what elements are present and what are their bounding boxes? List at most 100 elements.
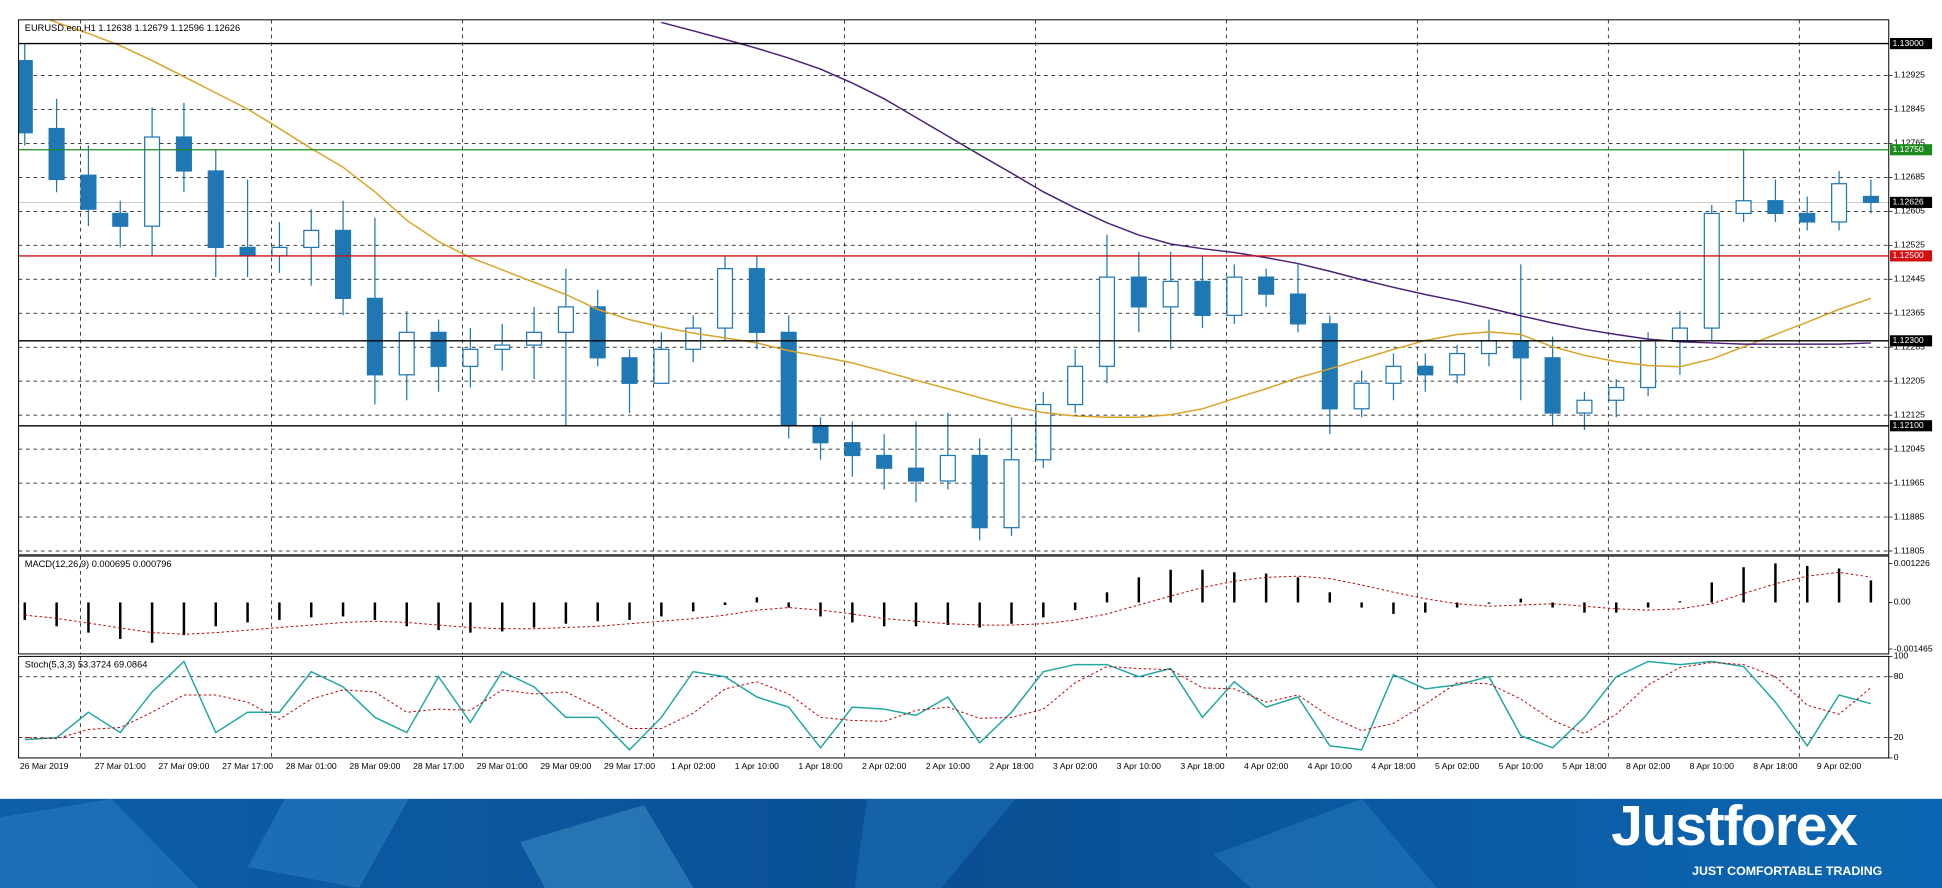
candle-body: [621, 357, 638, 384]
macd-bar: [1296, 577, 1300, 603]
candle-body: [812, 425, 829, 444]
candle-body: [1321, 323, 1338, 410]
candle-body: [748, 268, 765, 333]
x-tick-label: 5 Apr 18:00: [1562, 761, 1606, 771]
panel: [18, 19, 1889, 555]
macd-bar: [1264, 573, 1268, 603]
macd-bar: [1360, 602, 1363, 608]
macd-bar: [1869, 580, 1873, 603]
y-tick-label: 0.00: [1894, 597, 1911, 607]
level-label: 1.13000: [1892, 38, 1923, 48]
candle-body: [366, 297, 383, 376]
candle-body: [1862, 195, 1879, 204]
x-tick-label: 2 Apr 10:00: [926, 761, 970, 771]
macd-bar: [851, 602, 854, 623]
x-tick-label: 27 Mar 01:00: [95, 761, 146, 771]
macd-bar: [1010, 602, 1013, 624]
candle-body: [1258, 276, 1275, 295]
panel-title: EURUSD.ecn,H1 1.12638 1.12679 1.12596 1.…: [25, 23, 240, 33]
last-price-box: [1889, 196, 1933, 208]
banner-shape: [247, 798, 409, 888]
y-tick-label: 1.12445: [1894, 274, 1925, 284]
macd-bar: [1105, 592, 1109, 603]
candle-body: [589, 306, 606, 359]
candle-body: [398, 331, 415, 376]
macd-bar: [119, 602, 122, 639]
candle-body: [1449, 352, 1466, 376]
x-tick-label: 4 Apr 18:00: [1371, 761, 1415, 771]
candle-body: [1767, 200, 1784, 215]
macd-bar: [1233, 572, 1236, 603]
macd-bar: [1583, 602, 1586, 613]
y-tick-label: 1.11805: [1894, 545, 1925, 555]
x-tick-label: 2 Apr 02:00: [862, 761, 906, 771]
candle-body: [303, 229, 320, 249]
x-tick-label: 29 Mar 17:00: [604, 761, 655, 771]
x-tick-label: 5 Apr 10:00: [1499, 761, 1543, 771]
level-label: 1.12300: [1892, 335, 1923, 345]
candle-body: [1162, 280, 1179, 308]
y-tick-label: 0: [1894, 752, 1899, 762]
panel-frame: [18, 555, 1890, 655]
candle-body: [1003, 459, 1020, 529]
banner-shape: [1213, 798, 1437, 888]
y-tick-label: 80: [1894, 671, 1904, 681]
macd-bar: [914, 602, 918, 627]
x-tick-label: 27 Mar 09:00: [158, 761, 209, 771]
candle-body: [525, 331, 543, 346]
y-tick-label: 1.12045: [1894, 443, 1925, 453]
y-tick-label: 1.12765: [1894, 138, 1925, 148]
macd-bar: [1551, 602, 1554, 608]
candle-body: [876, 454, 893, 469]
macd-bar: [660, 602, 663, 617]
macd-bar: [1137, 577, 1141, 603]
macd-bar: [723, 602, 727, 606]
level-label-box: [1889, 144, 1933, 156]
macd-bar: [1742, 567, 1745, 603]
banner-shape: [854, 798, 1016, 888]
indicator-line: [24, 660, 1872, 751]
candle-body: [653, 348, 670, 384]
indicator-line: [24, 571, 1871, 635]
panel: [18, 656, 1889, 758]
panel: [23, 556, 1873, 654]
macd-bar: [1774, 563, 1777, 603]
x-tick-label: 29 Mar 09:00: [540, 761, 591, 771]
candle-body: [780, 331, 797, 427]
x-tick-label: 5 Apr 02:00: [1435, 761, 1479, 771]
level-label-box: [1889, 335, 1933, 347]
background: [0, 0, 1942, 799]
macd-bar: [1837, 568, 1841, 603]
candle-body: [1703, 212, 1720, 329]
y-tick-label: 1.12285: [1894, 341, 1925, 351]
candle-body: [1353, 382, 1370, 410]
macd-bar: [182, 602, 186, 636]
macd-bar: [246, 602, 249, 623]
y-tick-label: 1.12205: [1894, 375, 1925, 385]
candle-body: [557, 306, 574, 333]
candle-body: [971, 454, 988, 529]
candle-body: [112, 212, 129, 227]
candle-body: [1035, 403, 1052, 461]
panel-frame: [18, 19, 1890, 556]
x-tick-label: 9 Apr 02:00: [1817, 761, 1861, 771]
y-tick-label: 1.12605: [1894, 206, 1925, 216]
candle-body: [430, 331, 447, 367]
candle-body: [462, 348, 479, 367]
x-tick-label: 3 Apr 18:00: [1180, 761, 1224, 771]
macd-bar: [437, 602, 440, 631]
level-label-box: [1889, 420, 1933, 432]
indicator-line: [48, 19, 1872, 418]
last-price-label: 1.12626: [1892, 197, 1923, 207]
macd-bar: [1042, 602, 1045, 618]
macd-bar: [278, 602, 281, 620]
macd-bar: [500, 602, 504, 632]
candle-body: [494, 344, 511, 350]
macd-bar: [1678, 601, 1682, 603]
macd-bar: [532, 602, 536, 628]
candle-body: [1512, 340, 1529, 359]
macd-bar: [341, 602, 345, 617]
macd-bar: [1646, 602, 1650, 608]
